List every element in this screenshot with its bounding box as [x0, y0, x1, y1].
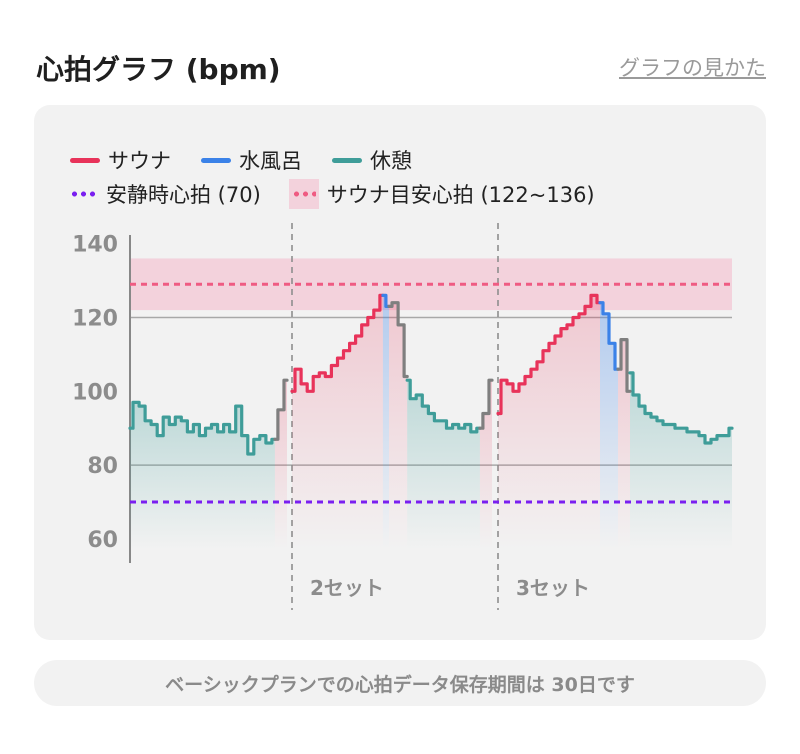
series-line [628, 371, 734, 445]
y-tick-label: 100 [72, 380, 118, 405]
legend-cold-bath: 水風呂 [201, 145, 302, 175]
legend-sauna: サウナ [70, 145, 171, 175]
series-line [290, 293, 385, 393]
heart-rate-graph-card: 140 120 100 80 60 2セット 3セット サウナ 水風呂 休憩 安静時心拍 (… [34, 105, 766, 640]
series-area [382, 295, 389, 550]
series-area [292, 295, 383, 550]
series-line [616, 338, 632, 393]
y-tick-label: 60 [87, 528, 118, 553]
cold-bath-swatch [201, 157, 231, 163]
series-line [478, 378, 494, 430]
series-area [498, 295, 600, 550]
sauna-swatch [70, 157, 100, 163]
how-to-read-graph-link[interactable]: グラフの見かた [619, 56, 766, 80]
resting-hr-swatch [70, 191, 96, 197]
chart-legend: サウナ 水風呂 休憩 安静時心拍 (70) サウナ目安心拍 (122~136) [70, 143, 625, 211]
series-line [598, 301, 620, 371]
set-label: 3セット [516, 576, 590, 600]
heart-rate-chart: 140 120 100 80 60 2セット 3セット [72, 223, 734, 610]
legend-cold-bath-label: 水風呂 [239, 149, 302, 173]
series-line [387, 301, 409, 379]
series-line [405, 378, 482, 434]
sauna-target-swatch [288, 179, 319, 209]
rest-swatch [332, 157, 362, 163]
legend-resting-hr-label: 安静時心拍 (70) [106, 183, 261, 207]
y-tick-label: 140 [72, 233, 118, 258]
y-tick-label: 80 [87, 454, 118, 479]
series-line [496, 293, 602, 416]
legend-sauna-target-label: サウナ目安心拍 (122~136) [326, 183, 595, 207]
header: 心拍グラフ (bpm) グラフの見かた [36, 42, 766, 92]
legend-rest-label: 休憩 [370, 149, 412, 173]
series-area [130, 402, 275, 550]
page-title: 心拍グラフ (bpm) [36, 53, 281, 86]
series-line [128, 400, 277, 456]
series-area [630, 372, 732, 550]
series-area [407, 380, 480, 550]
series-line [273, 378, 289, 441]
legend-rest: 休憩 [332, 145, 412, 175]
y-tick-label: 120 [72, 307, 118, 332]
storage-period-notice: ベーシックプランでの心拍データ保存期間は 30日です [34, 660, 766, 706]
set-label: 2セット [310, 576, 384, 600]
legend-sauna-label: サウナ [108, 149, 171, 173]
legend-resting-hr: 安静時心拍 (70) [70, 179, 261, 209]
legend-sauna-target: サウナ目安心拍 (122~136) [288, 179, 595, 209]
